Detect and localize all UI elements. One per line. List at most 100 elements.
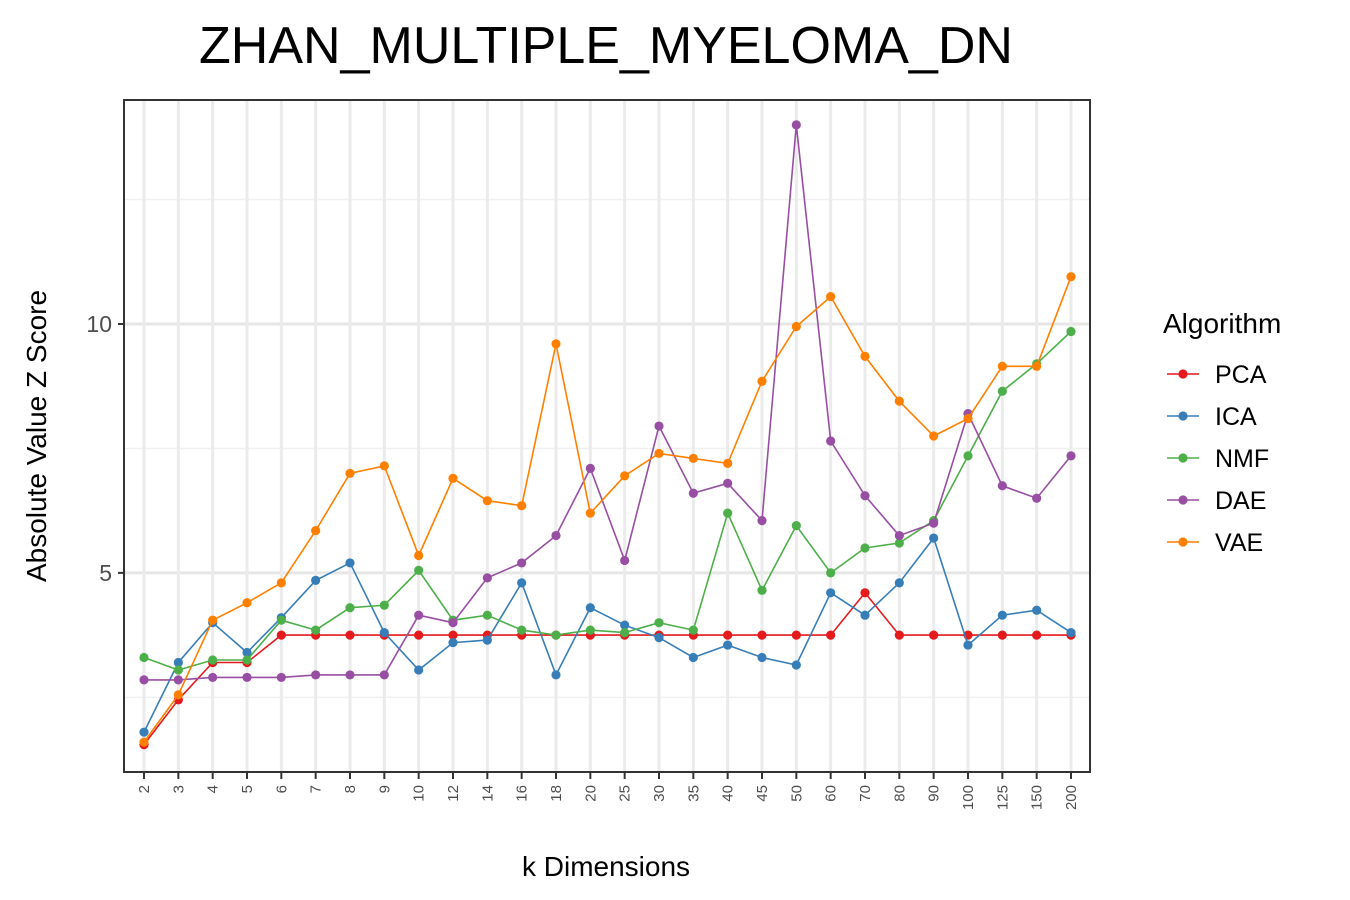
data-point-nmf <box>997 386 1007 396</box>
x-tick-label: 90 <box>926 785 943 802</box>
data-point-nmf <box>173 665 183 675</box>
y-axis-title: Absolute Value Z Score <box>21 290 52 582</box>
data-point-ica <box>173 657 183 668</box>
data-point-dae <box>826 436 836 446</box>
series-dae <box>139 120 1076 685</box>
data-point-vae <box>620 471 630 481</box>
series-pca <box>139 588 1076 750</box>
y-tick-label: 5 <box>99 560 112 586</box>
legend-label: PCA <box>1215 361 1267 389</box>
data-point-ica <box>757 652 767 663</box>
legend-item-dae: DAE <box>1167 487 1266 515</box>
series-line-dae <box>144 124 1072 681</box>
data-point-dae <box>242 672 252 683</box>
legend-key-point <box>1178 453 1188 463</box>
x-tick-label: 125 <box>994 785 1011 810</box>
data-point-vae <box>551 339 561 349</box>
data-point-pca <box>860 588 870 598</box>
legend-title: Algorithm <box>1163 308 1281 339</box>
data-point-ica <box>482 635 492 645</box>
legend-key-point <box>1178 537 1188 547</box>
data-point-vae <box>482 496 492 506</box>
data-point-nmf <box>1066 326 1076 337</box>
data-point-ica <box>620 620 630 630</box>
legend-label: NMF <box>1215 445 1269 473</box>
data-point-pca <box>826 630 836 640</box>
x-tick-label: 45 <box>754 785 771 802</box>
data-point-ica <box>963 640 973 650</box>
data-point-vae <box>1066 272 1076 282</box>
x-axis-title: k Dimensions <box>522 851 690 882</box>
plot-panel <box>123 99 1091 773</box>
data-point-vae <box>963 413 973 424</box>
data-point-dae <box>1066 451 1076 461</box>
data-point-vae <box>517 501 527 511</box>
legend-item-vae: VAE <box>1167 529 1263 557</box>
y-tick-label: 10 <box>86 311 112 337</box>
data-point-ica <box>1066 628 1076 638</box>
x-tick-label: 30 <box>651 785 668 802</box>
x-tick-label: 20 <box>582 785 599 802</box>
chart-title: ZHAN_MULTIPLE_MYELOMA_DN <box>199 17 1013 75</box>
data-point-vae <box>791 321 801 332</box>
data-point-vae <box>208 615 218 625</box>
data-point-nmf <box>276 615 286 625</box>
x-tick-label: 14 <box>479 785 496 802</box>
x-tick-label: 8 <box>342 785 359 793</box>
data-point-dae <box>860 491 870 501</box>
legend-label: ICA <box>1215 403 1257 431</box>
x-tick-label: 40 <box>720 785 737 802</box>
data-point-nmf <box>620 628 630 638</box>
data-point-pca <box>448 630 458 640</box>
data-point-dae <box>208 672 218 683</box>
data-point-vae <box>414 550 424 561</box>
data-point-ica <box>826 588 836 598</box>
data-point-nmf <box>208 655 218 665</box>
data-point-nmf <box>379 600 389 610</box>
data-point-pca <box>929 630 939 640</box>
data-point-pca <box>791 630 801 640</box>
data-point-nmf <box>414 565 424 576</box>
legend-item-nmf: NMF <box>1167 445 1269 473</box>
series-line-nmf <box>143 330 1072 671</box>
data-point-dae <box>448 618 458 628</box>
data-point-nmf <box>757 585 767 595</box>
data-point-ica <box>997 610 1007 620</box>
data-point-vae <box>826 292 836 302</box>
x-tick-label: 4 <box>205 785 222 793</box>
data-point-pca <box>894 630 904 640</box>
data-point-nmf <box>311 625 321 635</box>
data-point-nmf <box>551 630 561 640</box>
legend-item-pca: PCA <box>1167 361 1267 389</box>
data-point-nmf <box>688 625 698 635</box>
data-point-ica <box>517 578 527 588</box>
data-point-ica <box>585 603 595 613</box>
data-point-vae <box>448 473 458 483</box>
data-point-vae <box>311 525 321 536</box>
x-tick-label: 6 <box>273 785 290 793</box>
data-point-dae <box>311 670 321 680</box>
series-nmf <box>139 326 1076 675</box>
data-point-ica <box>551 670 561 680</box>
legend: Algorithm PCA ICA NMF DAE VAE <box>1163 308 1281 557</box>
data-point-vae <box>757 376 767 386</box>
x-tick-label: 9 <box>376 785 393 793</box>
data-point-nmf <box>482 610 492 620</box>
data-point-ica <box>791 660 801 670</box>
legend-key-point <box>1178 369 1188 379</box>
x-tick-label: 25 <box>617 785 634 802</box>
x-tick-label: 150 <box>1029 785 1046 810</box>
data-point-ica <box>654 633 664 643</box>
legend-key-point <box>1178 495 1188 505</box>
data-point-pca <box>723 630 733 640</box>
x-tick-label: 100 <box>960 785 977 810</box>
data-point-dae <box>517 558 527 568</box>
x-tick-label: 18 <box>548 785 565 802</box>
data-point-dae <box>620 555 630 566</box>
data-point-dae <box>791 120 801 130</box>
data-point-nmf <box>791 521 801 531</box>
data-point-dae <box>1032 493 1042 503</box>
x-tick-label: 10 <box>411 785 428 802</box>
x-tick-label: 7 <box>308 785 325 793</box>
